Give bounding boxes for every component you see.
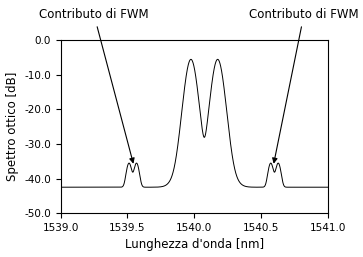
- Text: Contributo di FWM: Contributo di FWM: [249, 8, 359, 163]
- Text: Contributo di FWM: Contributo di FWM: [39, 8, 149, 163]
- Y-axis label: Spettro ottico [dB]: Spettro ottico [dB]: [5, 72, 19, 181]
- X-axis label: Lunghezza d'onda [nm]: Lunghezza d'onda [nm]: [125, 238, 264, 251]
